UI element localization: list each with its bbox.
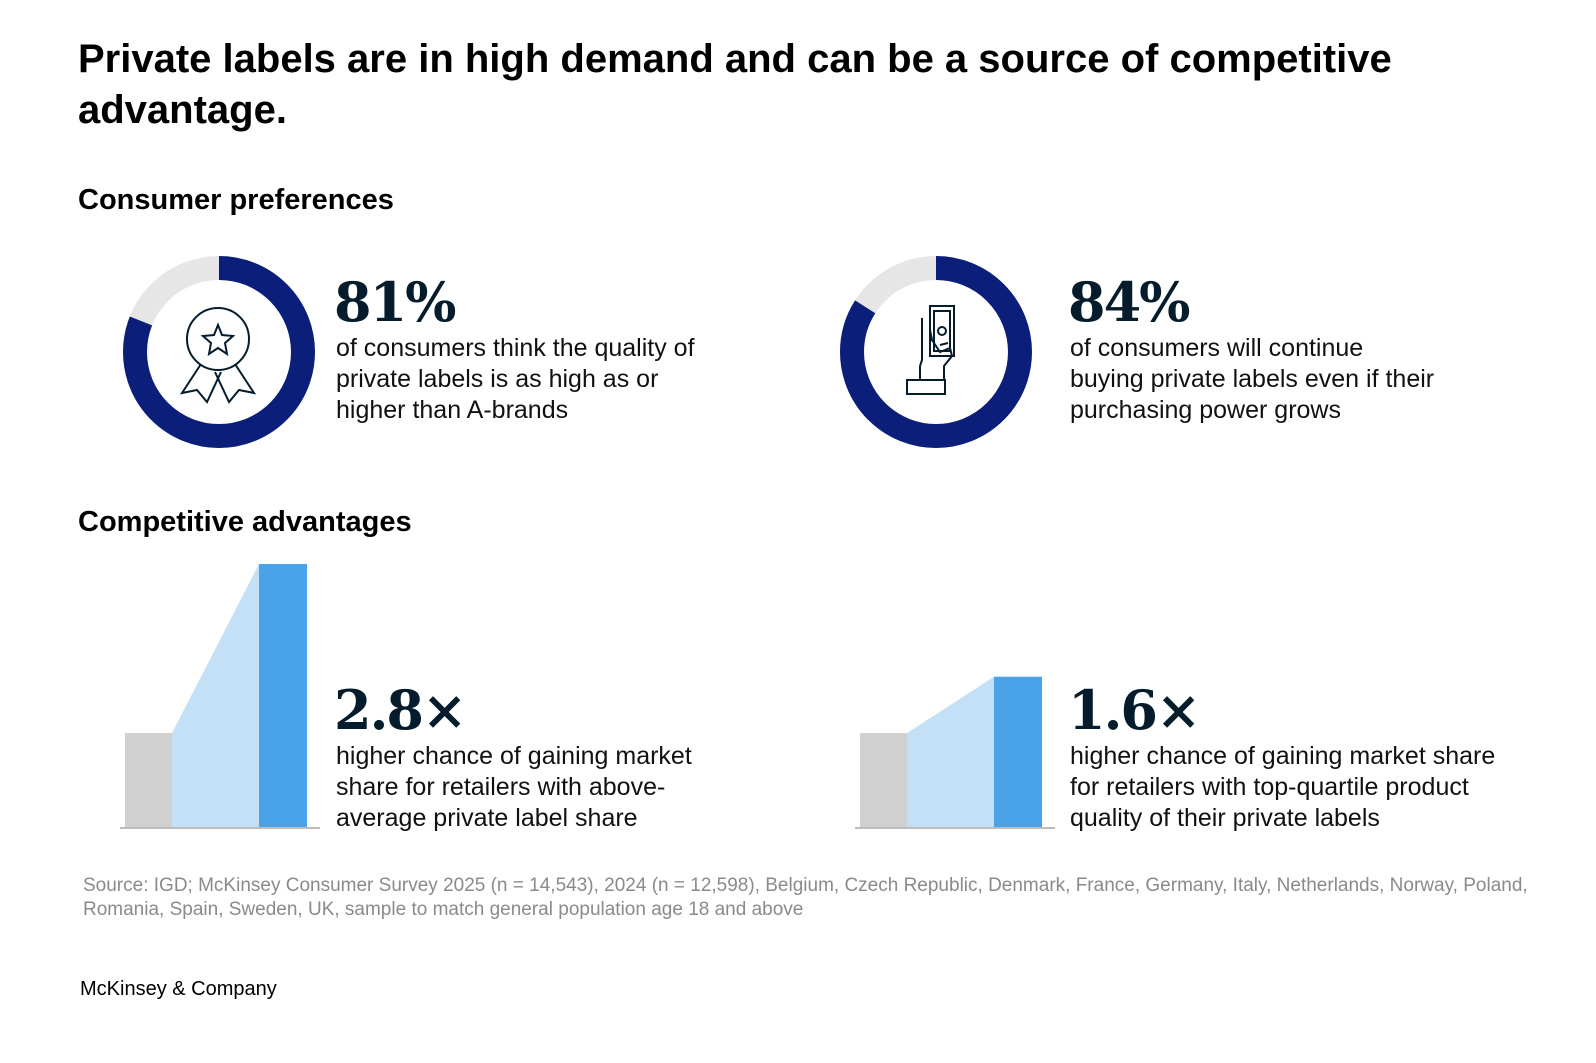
stat-value-quality-chance: 1.6×	[1068, 678, 1201, 742]
bar-highlight	[994, 676, 1042, 827]
growth-wedge	[172, 564, 259, 827]
source-note: Source: IGD; McKinsey Consumer Survey 20…	[83, 875, 1528, 920]
stat-value-quality: 81%	[334, 270, 456, 334]
bar-chart-private-label-share	[120, 560, 320, 837]
section-heading-consumer-preferences: Consumer preferences	[78, 184, 394, 216]
section-heading-competitive-advantages: Competitive advantages	[78, 506, 412, 538]
page-title: Private labels are in high demand and ca…	[78, 37, 1392, 132]
award-ribbon-icon	[179, 307, 257, 404]
stat-description-share-chance: higher chance of gaining market share fo…	[336, 742, 692, 832]
bar-baseline	[860, 733, 907, 827]
stat-description-loyalty: of consumers will continue buying privat…	[1070, 334, 1435, 424]
growth-wedge	[907, 676, 994, 827]
donut-chart-loyalty	[836, 252, 1036, 452]
stat-value-loyalty: 84%	[1068, 270, 1190, 334]
donut-chart-quality	[119, 252, 319, 452]
donut-fill	[123, 256, 315, 448]
bar-highlight	[259, 564, 307, 827]
bar-baseline	[125, 733, 172, 827]
company-logo: McKinsey & Company	[80, 978, 277, 1000]
stat-value-share-chance: 2.8×	[334, 678, 467, 742]
stat-description-quality-chance: higher chance of gaining market share fo…	[1070, 742, 1496, 832]
hand-holding-money-icon	[906, 305, 955, 395]
donut-fill	[840, 256, 1032, 448]
bar-chart-product-quality	[855, 560, 1055, 837]
stat-description-quality: of consumers think the quality of privat…	[336, 334, 695, 424]
